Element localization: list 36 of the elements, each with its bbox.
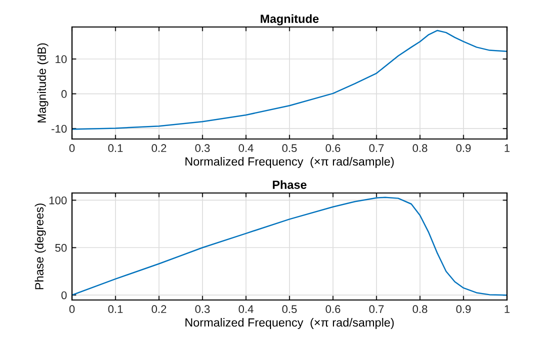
x-tick-label: 0.8	[412, 144, 428, 152]
x-tick-label: 0.1	[108, 305, 123, 314]
x-tick-label: 0.3	[195, 144, 210, 152]
x-tick-label: 0.6	[326, 144, 340, 152]
chart-title: Phase	[272, 180, 306, 189]
y-tick-label: 10	[56, 55, 67, 64]
x-tick-label: 0.9	[456, 144, 471, 152]
x-tick-label: 0.5	[282, 305, 297, 314]
x-axis-title: Normalized Frequency (×π rad/sample)	[186, 318, 394, 329]
x-tick-label: 0.4	[238, 144, 254, 152]
x-tick-label: 0.5	[282, 144, 297, 152]
chart-title: Magnitude	[260, 14, 319, 26]
x-tick-label: 0.7	[369, 305, 384, 314]
y-axis-title: Magnitude (dB)	[37, 43, 48, 122]
y-tick-label: 0	[61, 90, 67, 98]
x-tick-label: 1	[504, 305, 510, 313]
x-tick-label: 0.2	[152, 144, 166, 152]
x-tick-label: 0.9	[456, 305, 471, 314]
x-axis-title: Normalized Frequency (×π rad/sample)	[186, 156, 394, 168]
x-tick-label: 0	[69, 144, 75, 152]
x-tick-label: 0.4	[238, 305, 254, 314]
y-tick-label: 0	[61, 291, 67, 300]
x-tick-label: 1	[504, 144, 510, 152]
x-tick-label: 0	[69, 305, 75, 314]
y-axis-title: Phase (degrees)	[34, 204, 46, 290]
x-tick-label: 0.6	[326, 305, 340, 314]
x-tick-label: 0.3	[195, 305, 210, 314]
line-series	[72, 30, 507, 130]
line-series	[72, 196, 507, 296]
y-tick-label: -10	[52, 124, 67, 133]
y-tick-label: 50	[55, 244, 67, 252]
x-tick-label: 0.2	[152, 305, 166, 314]
x-tick-label: 0.7	[369, 144, 384, 152]
x-tick-label: 0.1	[108, 144, 123, 152]
x-tick-label: 0.8	[412, 305, 428, 314]
y-tick-label: 100	[49, 196, 67, 204]
